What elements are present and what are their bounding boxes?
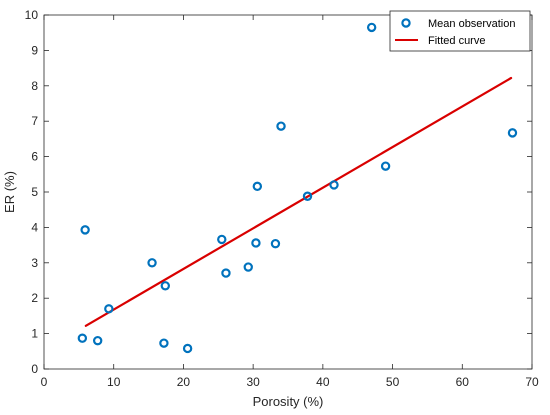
x-tick-label: 30 bbox=[246, 375, 260, 389]
y-tick-label: 7 bbox=[31, 114, 38, 128]
x-tick-label: 20 bbox=[177, 375, 191, 389]
legend-label-fitted-curve: Fitted curve bbox=[428, 35, 485, 47]
x-tick-label: 10 bbox=[107, 375, 121, 389]
y-tick-label: 8 bbox=[31, 79, 38, 93]
observation-point bbox=[380, 161, 391, 171]
axis-ticks: 0 10 20 30 40 50 60 70 0 1 2 3 4 5 6 7 8 9 10 bbox=[25, 8, 539, 389]
observation-point bbox=[366, 22, 377, 33]
y-tick-label: 6 bbox=[31, 150, 38, 164]
x-axis-label: Porosity (%) bbox=[253, 394, 324, 409]
legend-box bbox=[389, 10, 531, 52]
observation-point bbox=[92, 335, 103, 346]
observation-point bbox=[147, 258, 157, 268]
x-tick-label: 0 bbox=[41, 375, 48, 389]
legend: Mean observation Fitted curve bbox=[389, 10, 531, 52]
observation-point bbox=[80, 225, 90, 235]
observation-point bbox=[329, 180, 339, 190]
observation-point bbox=[217, 234, 227, 245]
y-axis-label: ER (%) bbox=[2, 171, 17, 213]
y-tick-label: 9 bbox=[31, 43, 38, 57]
observation-point bbox=[221, 268, 231, 278]
observation-point bbox=[507, 128, 518, 138]
observation-point bbox=[104, 304, 114, 314]
y-tick-label: 4 bbox=[31, 220, 38, 234]
observation-point bbox=[182, 343, 193, 354]
observation-point bbox=[251, 238, 261, 248]
observation-point bbox=[276, 121, 286, 131]
y-tick-label: 3 bbox=[31, 256, 38, 270]
x-tick-label: 50 bbox=[386, 375, 400, 389]
y-tick-label: 2 bbox=[31, 291, 38, 305]
observation-point bbox=[77, 333, 88, 343]
y-tick-label: 5 bbox=[31, 185, 38, 199]
x-tick-label: 70 bbox=[525, 375, 539, 389]
observation-point bbox=[252, 181, 263, 192]
observation-point bbox=[243, 262, 253, 272]
fitted-curve bbox=[84, 76, 513, 327]
observation-points-layer bbox=[77, 22, 518, 354]
y-tick-label: 0 bbox=[31, 362, 38, 376]
plot-area bbox=[44, 15, 532, 369]
legend-label-mean-observation: Mean observation bbox=[428, 18, 515, 30]
y-tick-label: 10 bbox=[25, 8, 39, 22]
legend-marker-mean-observation bbox=[401, 18, 411, 28]
x-tick-label: 60 bbox=[456, 375, 470, 389]
plot-frame bbox=[43, 14, 533, 370]
observation-point bbox=[270, 238, 281, 249]
observation-point bbox=[159, 338, 169, 348]
observation-point bbox=[160, 281, 171, 291]
observation-point bbox=[302, 191, 313, 201]
y-tick-label: 1 bbox=[31, 327, 38, 341]
fitted-curve-layer bbox=[84, 76, 513, 327]
x-tick-label: 40 bbox=[316, 375, 330, 389]
